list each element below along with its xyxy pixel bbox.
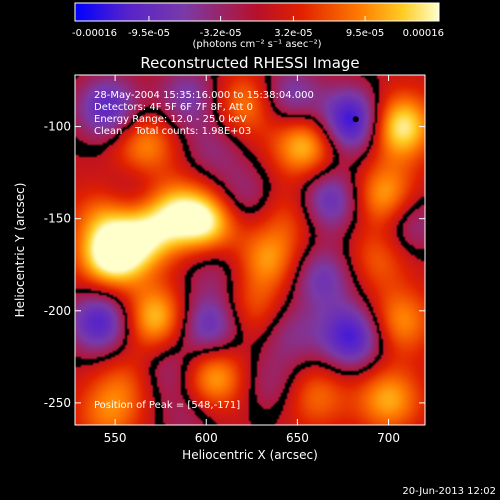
y-tick-label: -250 bbox=[44, 396, 71, 410]
colorbar-tick-label: 3.2e-05 bbox=[274, 28, 312, 39]
heatmap-image bbox=[75, 75, 425, 425]
peak-position-annotation: Position of Peak = [548,-171] bbox=[94, 400, 240, 411]
x-tick-label: 550 bbox=[104, 431, 127, 445]
y-tick-label: -100 bbox=[44, 120, 71, 134]
y-axis-label: Heliocentric Y (arcsec) bbox=[13, 183, 27, 318]
colorbar-ticks bbox=[74, 16, 440, 21]
footer-timestamp: 20-Jun-2013 12:02 bbox=[402, 486, 496, 497]
x-tick-label: 700 bbox=[377, 431, 400, 445]
time-range-annotation: 28-May-2004 15:35:16.000 to 15:38:04.000 bbox=[94, 90, 314, 101]
colorbar-tick-label: -3.2e-05 bbox=[200, 28, 242, 39]
colorbar-tick-label: -0.00016 bbox=[72, 28, 117, 39]
colorbar-tick-label: 9.5e-05 bbox=[346, 28, 384, 39]
colorbar bbox=[74, 2, 440, 22]
peak-marker-dot bbox=[352, 116, 359, 123]
chart-title: Reconstructed RHESSI Image bbox=[140, 54, 359, 72]
clean-annotation: Clean Total counts: 1.98E+03 bbox=[94, 126, 251, 137]
energy-range-annotation: Energy Range: 12.0 - 25.0 keV bbox=[94, 114, 247, 125]
y-axis-ticks: -100 -150 -200 -250 bbox=[44, 120, 425, 410]
x-axis-ticks: 550 600 650 700 bbox=[104, 75, 400, 445]
x-axis-label: Heliocentric X (arcsec) bbox=[182, 448, 318, 462]
colorbar-tick-label: 0.00016 bbox=[403, 28, 444, 39]
colorbar-tick-labels: -0.00016 -9.5e-05 -3.2e-05 3.2e-05 9.5e-05 0.… bbox=[72, 28, 444, 39]
y-tick-label: -150 bbox=[44, 212, 71, 226]
y-tick-label: -200 bbox=[44, 304, 71, 318]
colorbar-unit-label: (photons cm⁻² s⁻¹ asec⁻²) bbox=[192, 39, 321, 50]
detectors-annotation: Detectors: 4F 5F 6F 7F 8F, Att 0 bbox=[94, 102, 253, 113]
colorbar-tick-label: -9.5e-05 bbox=[128, 28, 170, 39]
x-tick-label: 650 bbox=[286, 431, 309, 445]
plot-frame bbox=[74, 74, 426, 426]
x-tick-label: 600 bbox=[195, 431, 218, 445]
